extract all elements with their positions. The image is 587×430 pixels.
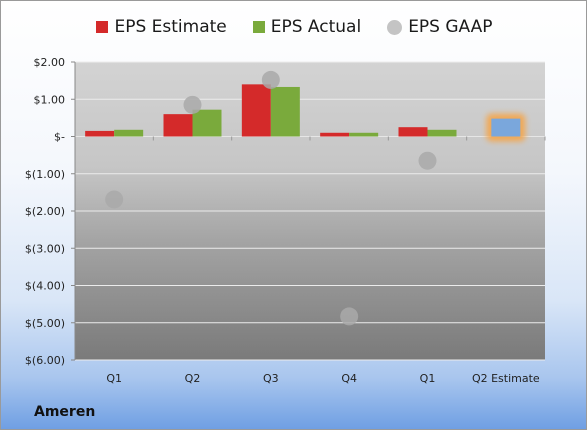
legend-swatch-estimate (96, 21, 109, 33)
bar-eps-actual (427, 129, 457, 137)
y-tick-label: $(4.00) (25, 280, 65, 293)
legend-item-gaap: EPS GAAP (387, 17, 493, 37)
x-tick-label: Q2 (185, 372, 201, 385)
bar-eps-actual (192, 109, 222, 137)
bar-eps-actual (349, 132, 379, 137)
point-eps-gaap (340, 307, 359, 326)
bar-eps-estimate (398, 127, 428, 137)
y-tick-label: $(2.00) (25, 205, 65, 218)
bar-eps-actual (270, 86, 300, 137)
x-tick-label: Q3 (263, 372, 279, 385)
company-name: Ameren (34, 404, 96, 420)
x-tick-label: Q1 (420, 372, 436, 385)
point-eps-gaap (261, 70, 280, 89)
y-tick-label: $(6.00) (25, 354, 65, 367)
point-eps-gaap (105, 190, 124, 209)
x-tick-label: Q2 Estimate (472, 372, 540, 385)
legend-swatch-actual (252, 21, 265, 33)
point-eps-gaap (183, 95, 202, 114)
legend-label-estimate: EPS Estimate (114, 17, 227, 37)
legend-item-actual: EPS Actual (252, 17, 362, 37)
legend-swatch-gaap (387, 19, 403, 35)
legend: EPS Estimate EPS Actual EPS GAAP (1, 17, 586, 37)
y-tick-label: $(3.00) (25, 242, 65, 255)
y-tick-label: $(1.00) (25, 168, 65, 181)
bar-eps-actual (114, 129, 144, 137)
y-tick-label: $- (54, 131, 65, 144)
legend-item-estimate: EPS Estimate (96, 17, 227, 37)
bar-eps-estimate (241, 84, 271, 137)
legend-label-actual: EPS Actual (270, 17, 362, 37)
bar-eps-estimate (320, 132, 350, 137)
bar-eps-estimate (163, 114, 193, 137)
x-tick-label: Q4 (341, 372, 357, 385)
bar-future-estimate (491, 118, 521, 137)
y-tick-label: $2.00 (34, 56, 66, 69)
bar-eps-estimate (85, 130, 115, 137)
x-tick-label: Q1 (106, 372, 122, 385)
point-eps-gaap (418, 151, 437, 170)
legend-label-gaap: EPS GAAP (408, 17, 493, 37)
y-tick-label: $1.00 (34, 93, 66, 106)
y-tick-label: $(5.00) (25, 317, 65, 330)
